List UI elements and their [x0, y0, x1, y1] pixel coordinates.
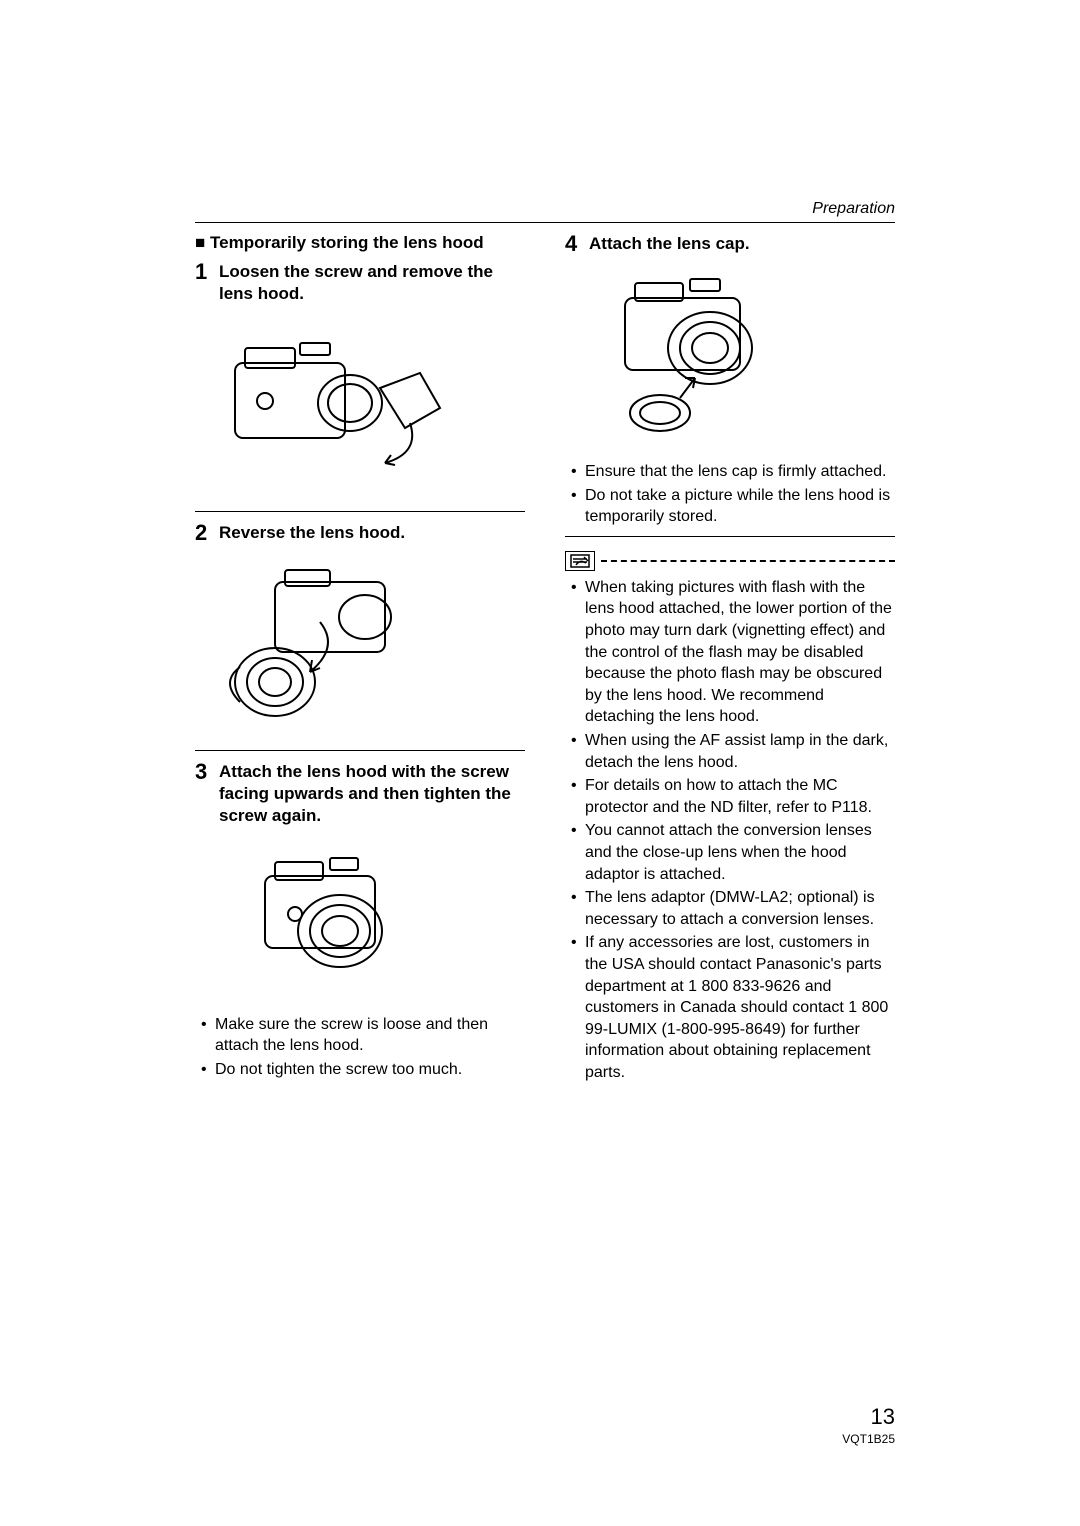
- step-number: 4: [565, 233, 581, 255]
- step-text: Attach the lens hood with the screw faci…: [219, 761, 525, 827]
- step-text: Reverse the lens hood.: [219, 522, 525, 544]
- note-item: When taking pictures with flash with the…: [585, 577, 895, 728]
- step-number: 1: [195, 261, 211, 283]
- step-number: 3: [195, 761, 211, 783]
- step-3: 3 Attach the lens hood with the screw fa…: [195, 761, 525, 1080]
- note-item: Do not tighten the screw too much.: [215, 1059, 525, 1081]
- dash-line: [601, 560, 895, 562]
- square-bullet-icon: ■: [195, 233, 205, 252]
- step-2: 2 Reverse the lens hood.: [195, 522, 525, 742]
- divider-top: [195, 222, 895, 223]
- page-footer: 13 VQT1B25: [842, 1404, 895, 1446]
- section-header: Preparation: [195, 200, 895, 218]
- note-item: The lens adaptor (DMW-LA2; optional) is …: [585, 887, 895, 930]
- page-number: 13: [842, 1404, 895, 1430]
- document-id: VQT1B25: [842, 1432, 895, 1446]
- step-number: 2: [195, 522, 211, 544]
- note-item: For details on how to attach the MC prot…: [585, 775, 895, 818]
- right-column: 4 Attach the lens cap.: [565, 233, 895, 1086]
- sub-heading-text: Temporarily storing the lens hood: [210, 233, 484, 252]
- manual-page: Preparation ■ Temporarily storing the le…: [0, 0, 1080, 1526]
- divider: [195, 511, 525, 512]
- camera-reverse-hood-illustration: [205, 552, 465, 742]
- note-item: Make sure the screw is loose and then at…: [215, 1014, 525, 1057]
- step-4-notes: Ensure that the lens cap is firmly attac…: [565, 461, 895, 528]
- camera-remove-hood-illustration: [205, 313, 465, 503]
- note-divider: [565, 551, 895, 571]
- camera-attach-cap-illustration: [575, 263, 835, 453]
- two-column-layout: ■ Temporarily storing the lens hood 1 Lo…: [195, 233, 895, 1086]
- divider: [565, 536, 895, 537]
- step-text: Attach the lens cap.: [589, 233, 895, 255]
- note-item: When using the AF assist lamp in the dar…: [585, 730, 895, 773]
- note-icon: [565, 551, 595, 571]
- step-1: 1 Loosen the screw and remove the lens h…: [195, 261, 525, 503]
- left-column: ■ Temporarily storing the lens hood 1 Lo…: [195, 233, 525, 1086]
- note-item: You cannot attach the conversion lenses …: [585, 820, 895, 885]
- sub-heading: ■ Temporarily storing the lens hood: [195, 233, 525, 253]
- camera-attach-hood-illustration: [205, 836, 465, 1006]
- step-text: Loosen the screw and remove the lens hoo…: [219, 261, 525, 305]
- note-item: Ensure that the lens cap is firmly attac…: [585, 461, 895, 483]
- general-notes: When taking pictures with flash with the…: [565, 577, 895, 1084]
- step-4: 4 Attach the lens cap.: [565, 233, 895, 528]
- step-3-notes: Make sure the screw is loose and then at…: [195, 1014, 525, 1081]
- note-item: If any accessories are lost, customers i…: [585, 932, 895, 1083]
- note-item: Do not take a picture while the lens hoo…: [585, 485, 895, 528]
- divider: [195, 750, 525, 751]
